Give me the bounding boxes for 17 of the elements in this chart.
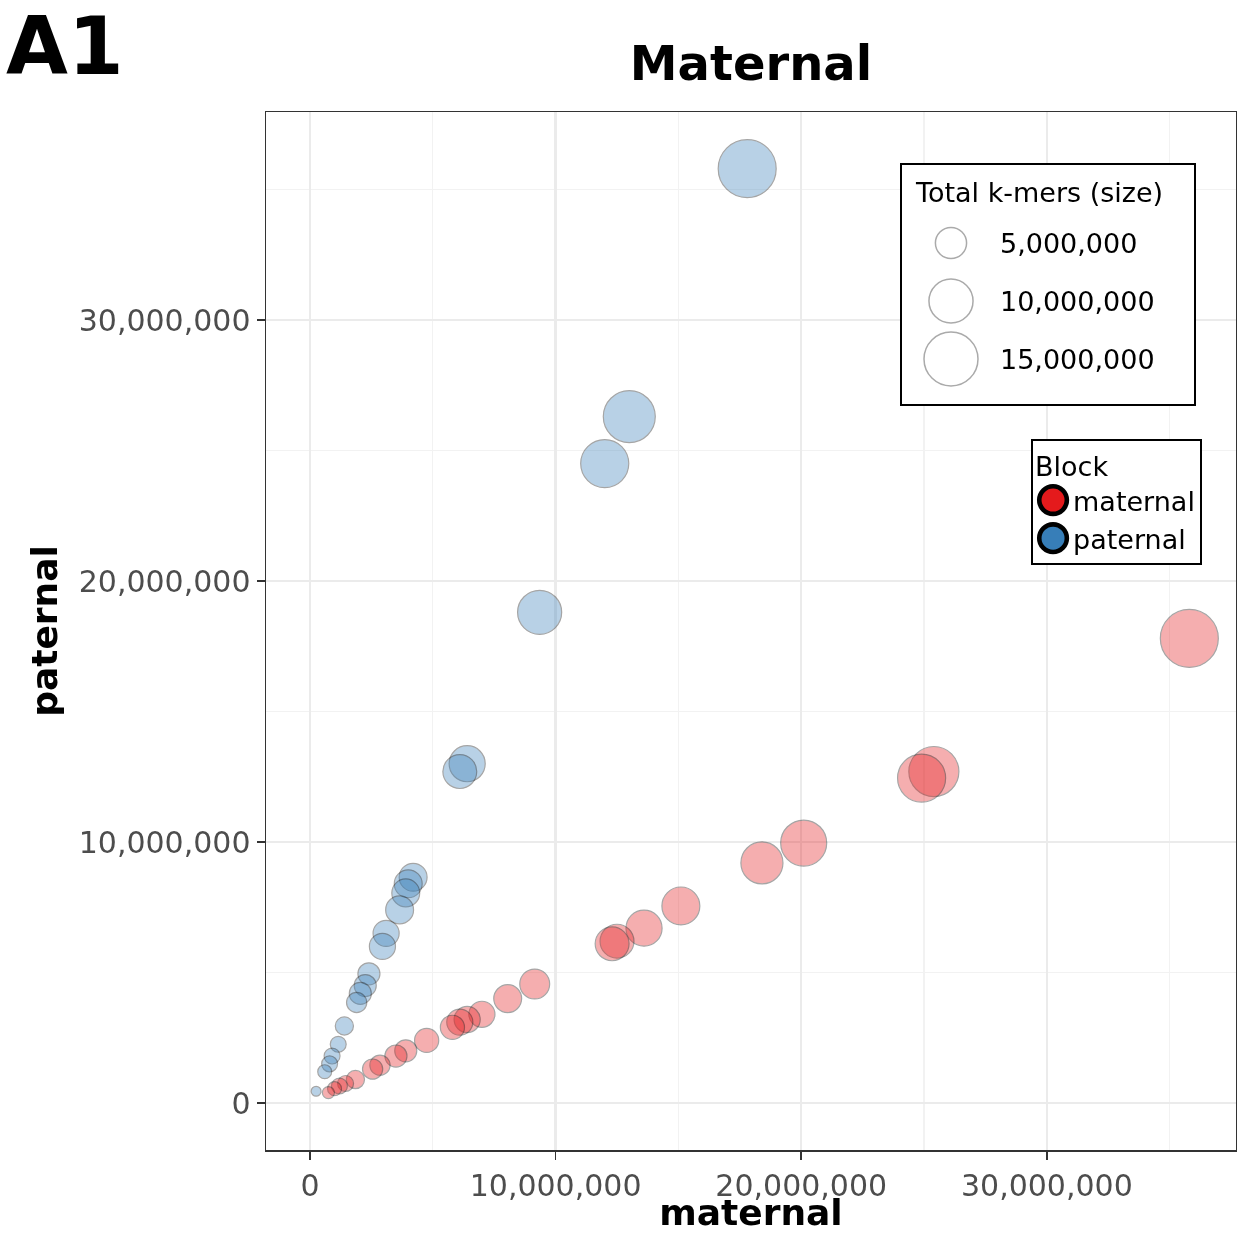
x-tick-label: 30,000,000	[960, 1167, 1133, 1203]
legend-label: 5,000,000	[999, 227, 1138, 259]
x-tick-label: 10,000,000	[469, 1167, 642, 1203]
x-tick-label: 0	[300, 1167, 320, 1203]
legend-label: 10,000,000	[999, 285, 1155, 317]
annotation: Total k-mers (size)	[916, 177, 1165, 208]
legend-label: 15,000,000	[999, 343, 1155, 375]
y-tick-label: 30,000,000	[78, 302, 251, 338]
y-tick-label: 0	[231, 1085, 251, 1121]
text: A1	[6, 0, 124, 93]
y-tick-label: 10,000,000	[78, 824, 251, 860]
legend-label: paternal	[1073, 523, 1186, 555]
y-axis-title: paternal	[23, 545, 65, 717]
legend-title: Block	[1035, 451, 1109, 483]
y-tick-label: 20,000,000	[78, 563, 251, 599]
chart-title: Maternal	[629, 34, 873, 91]
legend-label: maternal	[1073, 485, 1195, 517]
